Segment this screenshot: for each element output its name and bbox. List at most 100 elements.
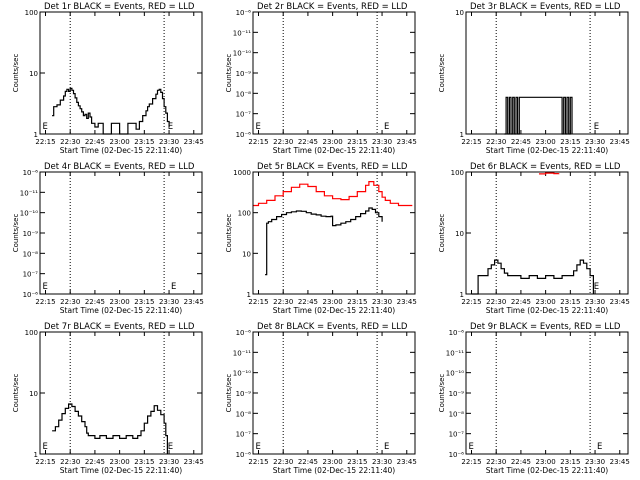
y-tick-label: 10⁻¹¹ [233,349,251,357]
x-tick-label: 23:00 [110,138,130,146]
x-tick-label: 23:00 [110,458,130,466]
x-tick-label: 23:30 [159,298,179,306]
y-tick-label: 10⁻⁹ [23,230,39,238]
x-tick-label: 23:45 [184,298,204,306]
x-tick-label: 23:45 [397,138,417,146]
y-tick-label: 10⁻⁸ [449,410,465,418]
marker-label: E [43,122,48,132]
y-tick-label: 1000 [233,169,251,177]
y-tick-label: 10⁻¹¹ [20,189,38,197]
x-tick-label: 23:30 [159,458,179,466]
x-tick-label: 22:15 [35,458,55,466]
y-tick-label: 10⁻¹⁰ [20,210,38,218]
x-tick-label: 23:15 [347,138,367,146]
x-tick-label: 22:30 [60,298,80,306]
series-line [539,172,560,175]
x-tick-label: 23:45 [397,458,417,466]
x-tick-label: 23:45 [610,458,630,466]
y-tick-label: 10⁻⁸ [236,410,252,418]
y-tick-label: 1 [460,131,464,139]
y-axis-label: Counts/sec [225,54,233,93]
marker-label: E [168,442,173,452]
y-tick-label: 10⁻⁹ [236,70,252,78]
x-tick-label: 22:30 [273,138,293,146]
x-tick-label: 23:00 [323,138,343,146]
x-tick-label: 23:15 [347,298,367,306]
x-tick-label: 23:15 [560,298,580,306]
x-axis-label: Start Time (02-Dec-15 22:11:40) [273,466,395,475]
x-tick-label: 22:15 [248,298,268,306]
plot-frame [39,171,203,295]
x-tick-label: 23:15 [134,138,154,146]
x-tick-label: 23:00 [323,298,343,306]
x-tick-label: 22:45 [298,458,318,466]
marker-label: E [256,122,261,132]
x-tick-label: 23:45 [610,298,630,306]
y-tick-label: 10⁻⁹ [449,390,465,398]
marker-label: E [384,122,389,132]
plot-panel: Det 1r BLACK = Events, RED = LLD 22:15 22:… [12,2,204,155]
x-tick-label: 22:15 [35,298,55,306]
y-tick-label: 10⁻⁷ [449,431,465,439]
y-tick-label: 100 [25,9,38,17]
marker-label: E [43,442,48,452]
y-axis-label: Counts/sec [225,374,233,413]
plot-frame [252,331,416,455]
series-line [253,181,413,207]
x-tick-label: 23:30 [372,298,392,306]
marker-label: E [597,442,602,452]
x-tick-label: 23:30 [372,458,392,466]
x-tick-label: 22:30 [273,298,293,306]
x-tick-label: 22:30 [486,138,506,146]
marker-label: E [594,122,599,132]
marker-label: E [256,442,261,452]
plot-panel: Det 5r BLACK = Events, RED = LLD 22:15 22:… [225,162,417,315]
marker-label: E [43,282,48,292]
plot-frame [465,11,629,135]
x-tick-label: 22:45 [511,138,531,146]
y-tick-label: 10 [455,230,464,238]
y-tick-label: 10⁻¹¹ [446,349,464,357]
x-axis-label: Start Time (02-Dec-15 22:11:40) [60,146,182,155]
y-tick-label: 100 [451,169,464,177]
y-axis-label: Counts/sec [12,214,20,253]
x-tick-label: 23:15 [560,458,580,466]
x-axis-label: Start Time (02-Dec-15 22:11:40) [60,466,182,475]
x-tick-label: 23:30 [585,458,605,466]
y-tick-label: 10 [242,250,251,258]
y-tick-label: 10⁻¹¹ [233,29,251,37]
plot-panel: Det 3r BLACK = Events, RED = LLD 22:15 22:… [438,2,630,155]
series-line [504,96,573,135]
x-axis-label: Start Time (02-Dec-15 22:11:40) [486,466,608,475]
y-tick-label: 10 [455,9,464,17]
x-tick-label: 22:15 [248,138,268,146]
y-axis-label: Counts/sec [438,374,446,413]
y-tick-label: 1 [247,291,251,299]
plot-title: Det 8r BLACK = Events, RED = LLD [257,322,408,332]
x-tick-label: 23:15 [347,458,367,466]
y-tick-label: 10⁻¹⁰ [233,370,251,378]
x-tick-label: 22:45 [298,138,318,146]
x-tick-label: 23:45 [184,458,204,466]
x-tick-label: 22:30 [273,458,293,466]
y-tick-label: 100 [238,210,251,218]
x-tick-label: 23:00 [110,298,130,306]
plot-title: Det 1r BLACK = Events, RED = LLD [44,2,195,12]
plot-panel: Det 8r BLACK = Events, RED = LLD 22:15 22:… [225,322,417,475]
x-tick-label: 23:00 [323,458,343,466]
y-axis-label: Counts/sec [225,214,233,253]
plot-panel: Det 2r BLACK = Events, RED = LLD 22:15 22:… [225,2,417,155]
x-tick-label: 23:30 [585,298,605,306]
x-tick-label: 23:15 [134,458,154,466]
x-axis-label: Start Time (02-Dec-15 22:11:40) [60,306,182,315]
y-tick-label: 10⁻⁸ [23,250,39,258]
y-tick-label: 10⁻⁶ [236,451,252,459]
y-tick-label: 10⁻⁷ [236,431,252,439]
plot-title: Det 5r BLACK = Events, RED = LLD [257,162,408,172]
x-tick-label: 22:15 [35,138,55,146]
x-axis-label: Start Time (02-Dec-15 22:11:40) [486,306,608,315]
y-tick-label: 10⁻⁶ [23,169,39,177]
y-tick-label: 1 [460,291,464,299]
plot-frame [39,331,203,455]
